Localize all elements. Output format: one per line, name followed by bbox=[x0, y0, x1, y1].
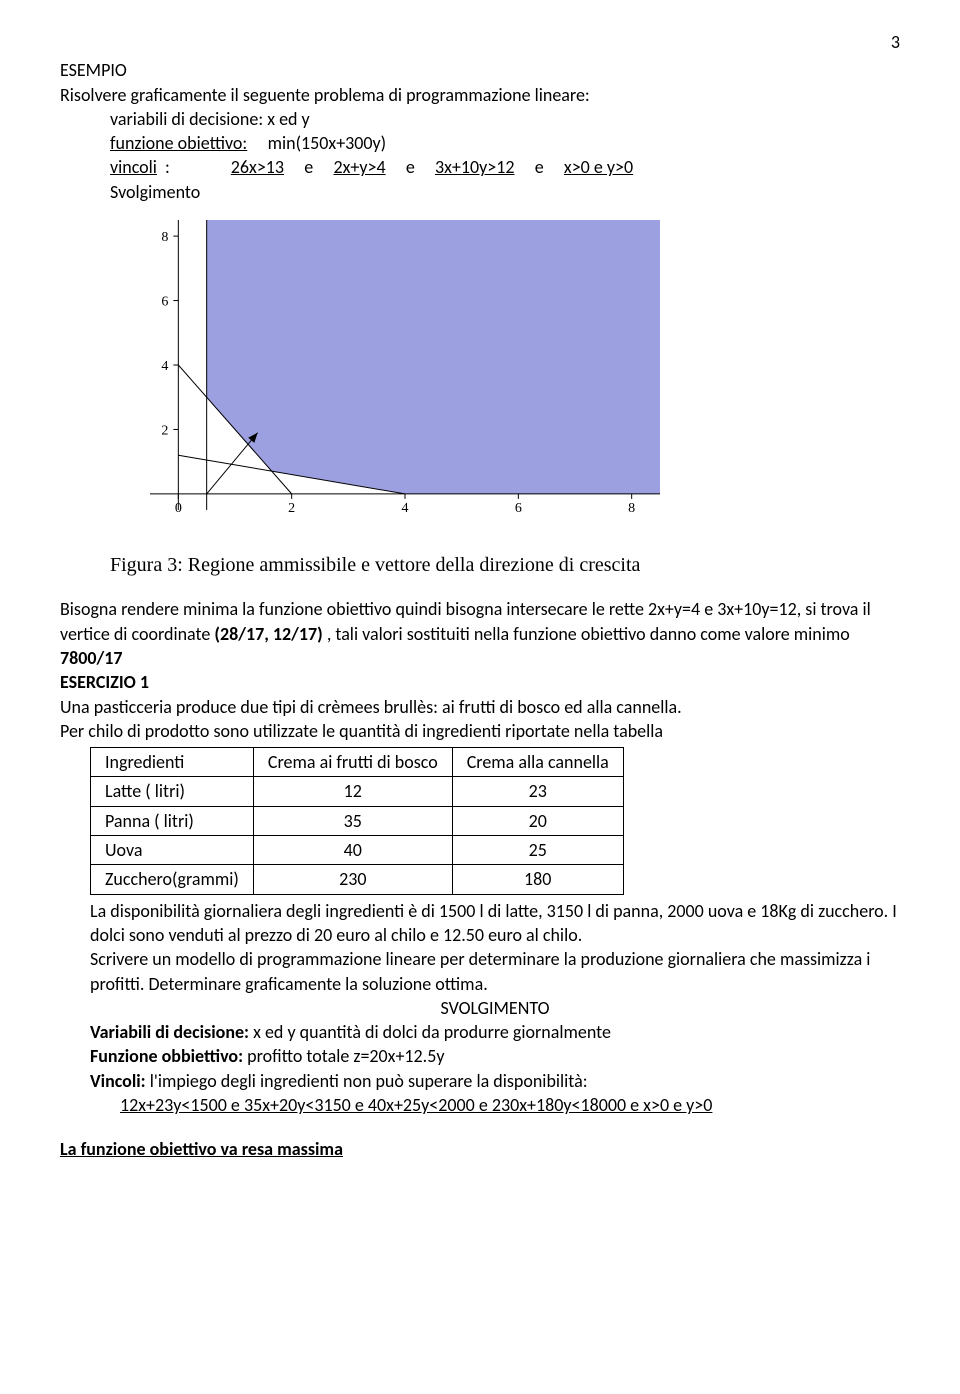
vincoli2-line: 12x+23y<1500 e 35x+20y<3150 e 40x+25y<20… bbox=[60, 1093, 900, 1117]
objective-line: funzione obiettivo: min(150x+300y) bbox=[60, 131, 900, 155]
esercizio-line-1: Una pasticceria produce due tipi di crèm… bbox=[60, 695, 900, 719]
after-table-2: Scrivere un modello di programmazione li… bbox=[60, 947, 900, 996]
p1b: (28/17, 12/17) bbox=[214, 623, 322, 645]
table-cell: 20 bbox=[452, 806, 623, 835]
svg-text:8: 8 bbox=[161, 230, 168, 245]
funz-obb-text: profitto totale z=20x+12.5y bbox=[243, 1045, 444, 1067]
sep: e bbox=[406, 156, 415, 178]
table-header: Crema alla cannella bbox=[452, 748, 623, 777]
c1: 26x>13 bbox=[231, 156, 284, 178]
table-row: Panna ( litri)3520 bbox=[91, 806, 624, 835]
constraints-line: vincoli: 26x>13 e 2x+y>4 e 3x+10y>12 e x… bbox=[60, 155, 900, 179]
table-cell: Uova bbox=[91, 836, 254, 865]
c3: 3x+10y>12 bbox=[435, 156, 515, 178]
table-cell: 180 bbox=[452, 865, 623, 894]
constraints-label: vincoli bbox=[110, 156, 157, 178]
intro-line: Risolvere graficamente il seguente probl… bbox=[60, 83, 900, 107]
esercizio-heading: ESERCIZIO 1 bbox=[60, 670, 900, 694]
variabili-decisione: Variabili di decisione: x ed y quantità … bbox=[60, 1020, 900, 1044]
heading-esempio: ESEMPIO bbox=[60, 58, 900, 82]
table-row: Latte ( litri)1223 bbox=[91, 777, 624, 806]
objective-label: funzione obiettivo: bbox=[110, 132, 247, 154]
svg-text:2: 2 bbox=[161, 424, 168, 439]
feasible-region-chart: 0 2 4 6 8 2 4 6 8 bbox=[110, 210, 670, 540]
page-number: 3 bbox=[60, 30, 900, 54]
svg-text:6: 6 bbox=[515, 501, 522, 516]
table-row: Uova4025 bbox=[91, 836, 624, 865]
sep: e bbox=[304, 156, 313, 178]
svg-text:0: 0 bbox=[175, 501, 182, 516]
table-header: Ingredienti bbox=[91, 748, 254, 777]
figure-caption: Figura 3: Regione ammissibile e vettore … bbox=[110, 552, 900, 579]
c2: 2x+y>4 bbox=[333, 156, 385, 178]
table-cell: 40 bbox=[253, 836, 452, 865]
p1c: , tali valori sostituiti nella funzione … bbox=[323, 623, 850, 645]
variabili-line: variabili di decisione: x ed y bbox=[60, 107, 900, 131]
table-cell: 25 bbox=[452, 836, 623, 865]
var-dec-label: Variabili di decisione: bbox=[90, 1021, 249, 1043]
table-cell: 230 bbox=[253, 865, 452, 894]
var-dec-text: x ed y quantità di dolci da produrre gio… bbox=[249, 1021, 611, 1043]
c4: x>0 e y>0 bbox=[564, 156, 633, 178]
p1d: 7800/17 bbox=[60, 647, 122, 669]
vincoli2-text: l'impiego degli ingredienti non può supe… bbox=[146, 1070, 588, 1092]
table-cell: Panna ( litri) bbox=[91, 806, 254, 835]
paragraph-solution-1: Bisogna rendere minima la funzione obiet… bbox=[60, 597, 900, 670]
sep: e bbox=[535, 156, 544, 178]
funzione-obbiettivo: Funzione obbiettivo: profitto totale z=2… bbox=[60, 1044, 900, 1068]
table-cell: Zucchero(grammi) bbox=[91, 865, 254, 894]
funz-obb-label: Funzione obbiettivo: bbox=[90, 1045, 243, 1067]
objective-value: min(150x+300y) bbox=[268, 132, 387, 154]
esercizio-line-2: Per chilo di prodotto sono utilizzate le… bbox=[60, 719, 900, 743]
svg-text:8: 8 bbox=[628, 501, 635, 516]
table-cell: 12 bbox=[253, 777, 452, 806]
svg-text:6: 6 bbox=[161, 295, 168, 310]
svolgimento-center: SVOLGIMENTO bbox=[60, 996, 900, 1020]
svg-text:4: 4 bbox=[402, 501, 409, 516]
svolgimento-label: Svolgimento bbox=[60, 180, 900, 204]
svg-text:2: 2 bbox=[288, 501, 295, 516]
table-cell: 35 bbox=[253, 806, 452, 835]
table-cell: 23 bbox=[452, 777, 623, 806]
table-header: Crema ai frutti di bosco bbox=[253, 748, 452, 777]
vincoli-2: Vincoli: l'impiego degli ingredienti non… bbox=[60, 1069, 900, 1093]
vincoli2-label: Vincoli: bbox=[90, 1070, 146, 1092]
table-row: Zucchero(grammi)230180 bbox=[91, 865, 624, 894]
after-table-1: La disponibilità giornaliera degli ingre… bbox=[60, 899, 900, 948]
chart-container: 0 2 4 6 8 2 4 6 8 bbox=[110, 210, 900, 546]
table-cell: Latte ( litri) bbox=[91, 777, 254, 806]
svg-text:4: 4 bbox=[161, 359, 168, 374]
bottom-line: La funzione obiettivo va resa massima bbox=[60, 1137, 900, 1161]
ingredients-table: IngredientiCrema ai frutti di boscoCrema… bbox=[90, 747, 624, 894]
